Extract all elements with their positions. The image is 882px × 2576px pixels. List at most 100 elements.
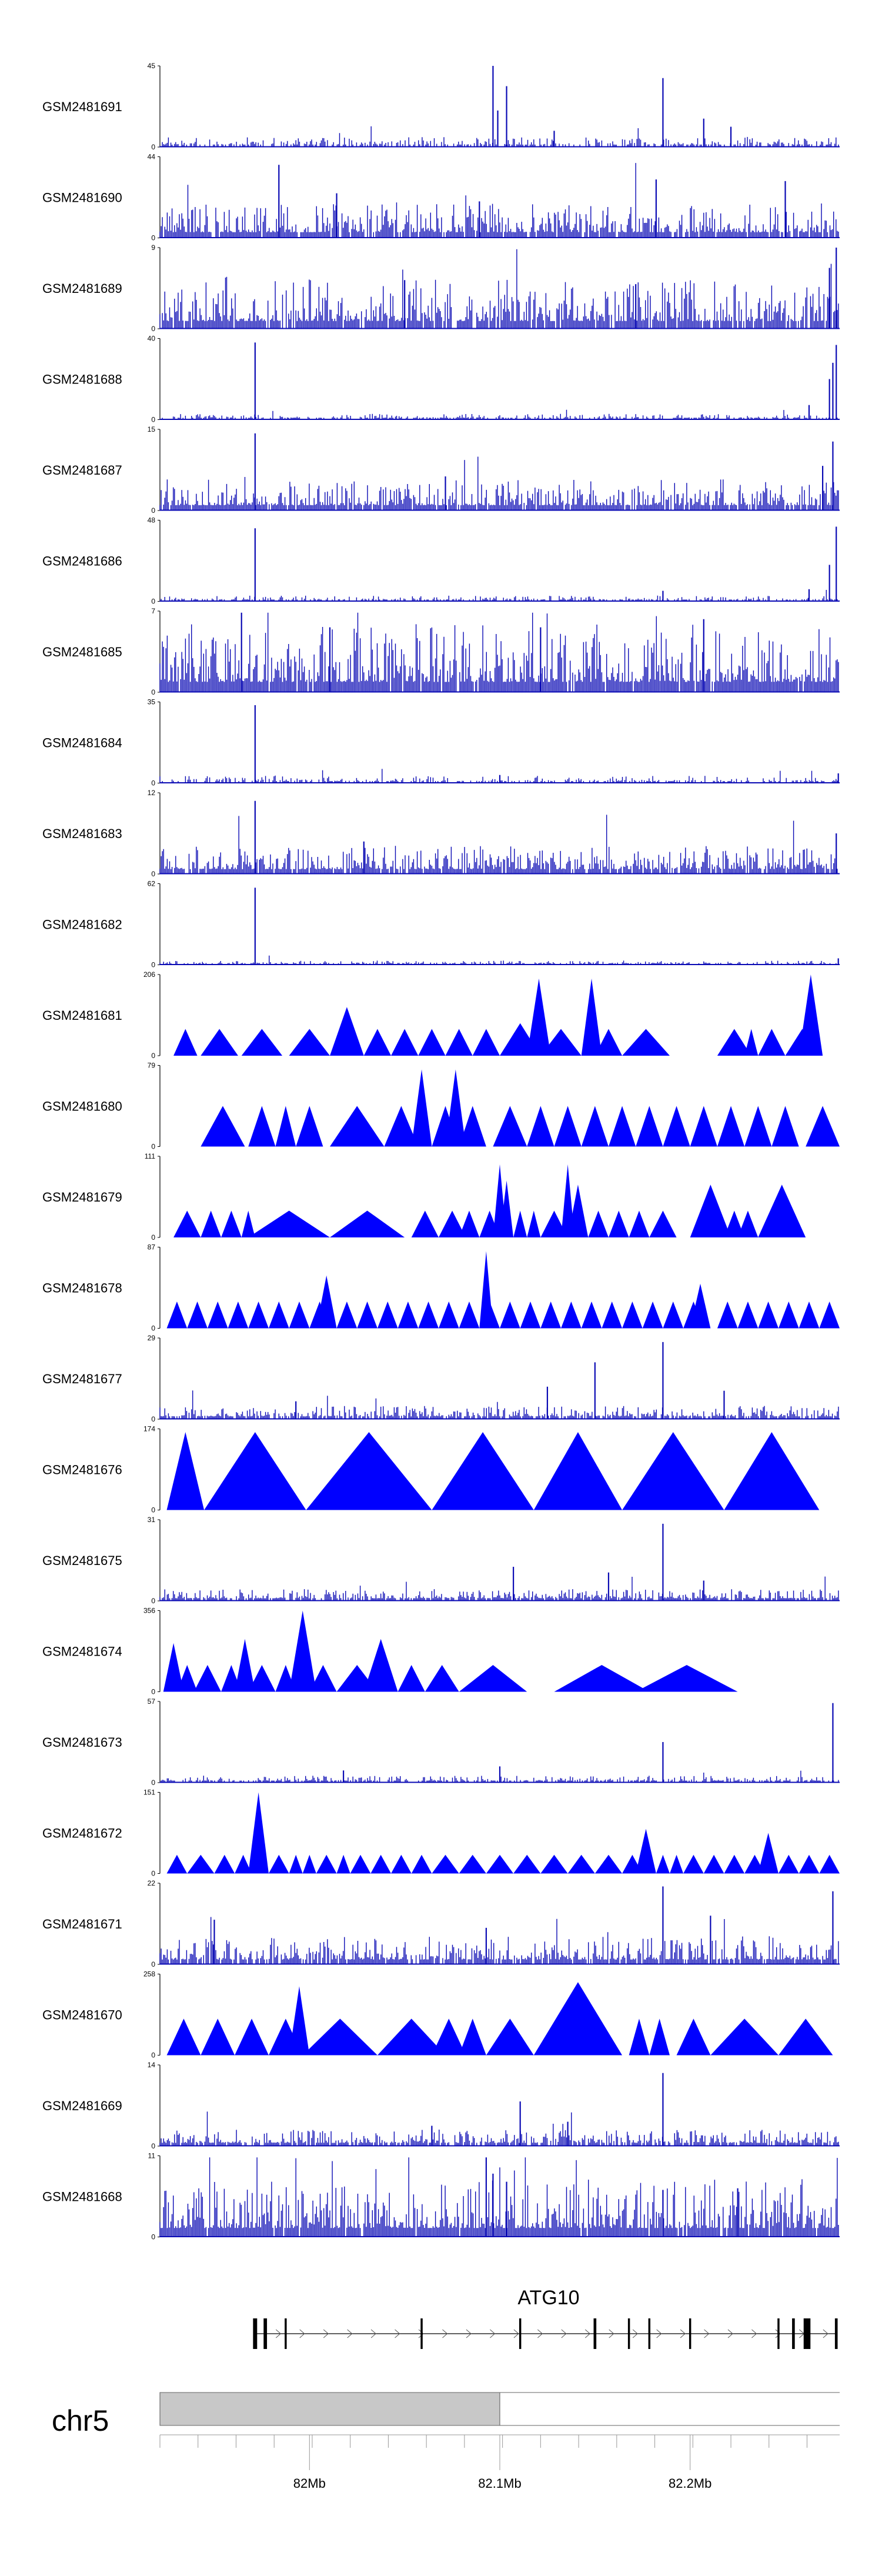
track-label: GSM2481682 (42, 917, 122, 932)
signal-triangle (636, 1664, 738, 1692)
y-max-label: 174 (143, 1425, 155, 1433)
track-label: GSM2481669 (42, 2098, 122, 2113)
signal-noise (159, 456, 839, 510)
signal-triangle (166, 1301, 188, 1329)
signal-noise (159, 2111, 839, 2146)
track-label: GSM2481683 (42, 826, 122, 841)
y-max-label: 11 (148, 2152, 156, 2160)
signal-triangle (758, 1184, 806, 1237)
signal-triangle (166, 1432, 205, 1510)
signal-triangle (819, 1301, 840, 1329)
strand-arrow (727, 2329, 733, 2338)
signal-triangle (235, 1854, 252, 1874)
gene-label: ATG10 (517, 2287, 579, 2309)
signal-triangle (479, 1251, 493, 1329)
y-max-label: 40 (148, 335, 156, 343)
signal-triangle (432, 1432, 534, 1510)
signal-triangle (384, 1106, 419, 1147)
signal-triangle (397, 1301, 419, 1329)
signal-noise (159, 590, 839, 602)
signal-triangle (241, 1029, 283, 1056)
signal-noise (159, 2157, 839, 2237)
signal-triangle (248, 1792, 269, 1874)
signal-triangle (228, 1301, 249, 1329)
signal-triangle (397, 1664, 425, 1692)
signal-triangle (207, 1301, 228, 1329)
gene-exon (253, 2318, 258, 2349)
y-min-label: 0 (151, 1506, 155, 1514)
signal-triangle (690, 1283, 711, 1329)
signal-triangle (500, 1180, 514, 1237)
signal-triangle (438, 1301, 459, 1329)
track-GSM2481676: GSM2481676 174 0 (42, 1425, 820, 1514)
y-max-label: 22 (148, 1879, 156, 1887)
signal-triangle (629, 2018, 650, 2056)
signal-noise (159, 955, 839, 965)
signal-triangle (187, 1301, 208, 1329)
y-min-label: 0 (151, 688, 155, 696)
track-label: GSM2481691 (42, 99, 122, 114)
signal-triangle (567, 1184, 589, 1237)
gene-exon (777, 2318, 780, 2349)
signal-triangle (771, 1106, 799, 1147)
signal-triangle (588, 1210, 609, 1237)
signal-triangle (724, 1432, 820, 1510)
signal-triangle (418, 1029, 446, 1056)
signal-triangle (799, 1854, 820, 1874)
y-min-label: 0 (151, 961, 155, 969)
signal-triangle (608, 1106, 636, 1147)
gene-track: ATG10 (253, 2287, 838, 2349)
y-max-label: 31 (148, 1516, 156, 1524)
signal-triangle (370, 1854, 392, 1874)
track-label: GSM2481674 (42, 1644, 122, 1659)
track-label: GSM2481686 (42, 554, 122, 569)
track-label: GSM2481680 (42, 1099, 122, 1114)
signal-triangle (636, 1828, 656, 1874)
track-label: GSM2481684 (42, 736, 122, 750)
signal-triangle (330, 1210, 405, 1237)
y-max-label: 15 (148, 425, 156, 433)
y-min-label: 0 (151, 1688, 155, 1696)
signal-triangle (472, 1029, 500, 1056)
track-GSM2481681: GSM2481681 206 0 (42, 970, 823, 1060)
signal-tracks: GSM2481691450GSM2481690440GSM248168990GS… (42, 62, 840, 2241)
signal-triangle (540, 1210, 568, 1237)
track-GSM2481688: GSM2481688 40 0 (42, 335, 840, 424)
axis-tick-label: 82.2Mb (669, 2476, 711, 2491)
signal-triangle (567, 1854, 595, 1874)
signal-triangle (608, 1210, 629, 1237)
signal-triangle (193, 1664, 222, 1692)
signal-triangle (717, 1301, 738, 1329)
signal-triangle (540, 1301, 562, 1329)
track-GSM2481685: GSM2481685 7 0 (42, 607, 840, 696)
strand-arrow (395, 2329, 400, 2338)
signal-triangle (533, 1432, 623, 1510)
signal-triangle (214, 1854, 235, 1874)
signal-triangle (527, 1106, 554, 1147)
signal-triangle (581, 1106, 609, 1147)
track-label: GSM2481671 (42, 1917, 122, 1931)
signal-triangle (309, 1664, 337, 1692)
signal-triangle (235, 2018, 269, 2056)
signal-triangle (670, 1854, 684, 1874)
track-label: GSM2481672 (42, 1826, 122, 1841)
y-min-label: 0 (151, 1143, 155, 1151)
y-min-label: 0 (151, 234, 155, 242)
strand-arrow (490, 2329, 496, 2338)
y-max-label: 151 (143, 1788, 155, 1797)
track-label: GSM2481670 (42, 2008, 122, 2023)
signal-triangle (445, 1029, 473, 1056)
signal-triangle (302, 2018, 377, 2056)
signal-triangle (248, 1106, 276, 1147)
strand-arrow (418, 2329, 424, 2338)
gene-exon (803, 2318, 811, 2349)
signal-triangle (411, 1069, 432, 1147)
track-GSM2481669: GSM2481669 14 0 (42, 2061, 840, 2150)
signal-triangle (778, 1854, 799, 1874)
signal-triangle (540, 1854, 568, 1874)
track-label: GSM2481689 (42, 281, 122, 296)
strand-arrow (466, 2329, 472, 2338)
track-label: GSM2481688 (42, 372, 122, 387)
signal-triangle (248, 1301, 269, 1329)
y-min-label: 0 (151, 1415, 155, 1423)
